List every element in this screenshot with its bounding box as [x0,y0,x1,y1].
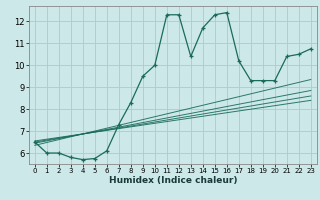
X-axis label: Humidex (Indice chaleur): Humidex (Indice chaleur) [108,176,237,185]
